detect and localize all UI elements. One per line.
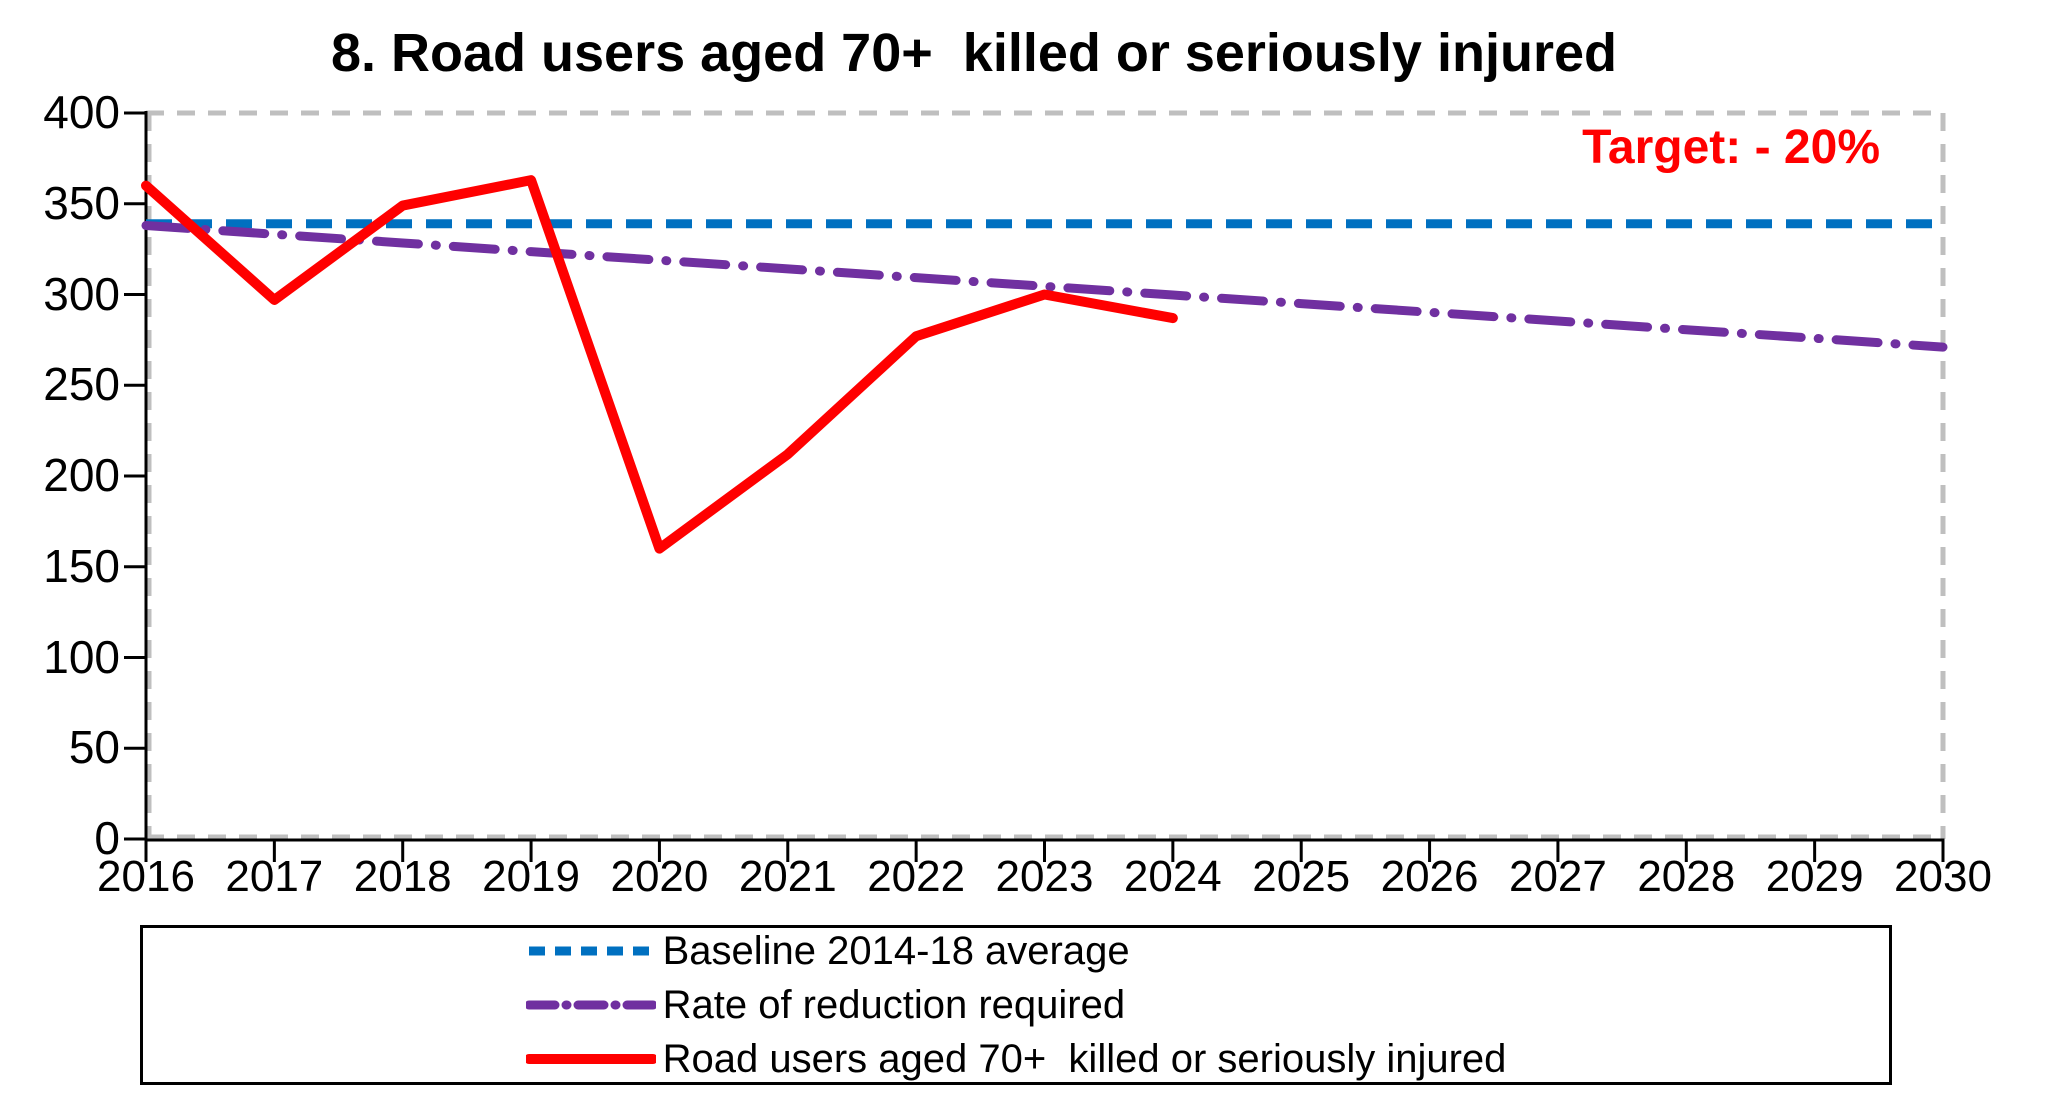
x-tick-label: 2025 bbox=[1252, 852, 1351, 901]
legend-item-baseline: Baseline 2014-18 average bbox=[526, 928, 1507, 974]
legend-label-baseline: Baseline 2014-18 average bbox=[662, 929, 1130, 973]
series-line-1 bbox=[141, 221, 1948, 352]
y-tick-label: 250 bbox=[43, 358, 120, 411]
y-tick-label: 300 bbox=[43, 267, 120, 320]
y-tick-label: 100 bbox=[43, 630, 120, 683]
reduction-line-swatch-icon bbox=[525, 1000, 656, 1010]
baseline-line-swatch-icon bbox=[528, 946, 653, 956]
x-tick-label: 2017 bbox=[225, 852, 324, 901]
legend-label-reduction: Rate of reduction required bbox=[662, 983, 1126, 1027]
x-tick-label: 2030 bbox=[1894, 852, 1992, 901]
x-tick-label: 2029 bbox=[1765, 852, 1864, 901]
legend-item-actual: Road users aged 70+ killed or seriously … bbox=[525, 1036, 1507, 1082]
legend-label-actual: Road users aged 70+ killed or seriously … bbox=[662, 1037, 1507, 1081]
y-tick-label: 400 bbox=[43, 85, 120, 138]
legend-item-reduction: Rate of reduction required bbox=[525, 982, 1507, 1028]
y-tick-label: 350 bbox=[43, 176, 120, 229]
target-annotation: Target: - 20% bbox=[1582, 121, 1880, 174]
legend-rows: Baseline 2014-18 average Rate of reducti… bbox=[525, 928, 1507, 1082]
x-tick-label: 2020 bbox=[610, 852, 709, 901]
y-tick-label: 200 bbox=[43, 448, 120, 501]
x-tick-label: 2021 bbox=[738, 852, 837, 901]
x-tick-label: 2018 bbox=[353, 852, 452, 901]
y-tick-label: 0 bbox=[94, 811, 120, 864]
x-tick-label: 2016 bbox=[97, 852, 195, 901]
y-tick-label: 150 bbox=[43, 539, 120, 592]
legend: Baseline 2014-18 average Rate of reducti… bbox=[140, 925, 1892, 1085]
x-tick-label: 2023 bbox=[995, 852, 1094, 901]
actual-line-swatch-icon bbox=[525, 1054, 656, 1064]
x-tick-label: 2028 bbox=[1637, 852, 1736, 901]
y-tick-label: 50 bbox=[68, 721, 120, 774]
x-tick-label: 2027 bbox=[1508, 852, 1607, 901]
chart-title: 8. Road users aged 70+ killed or serious… bbox=[331, 23, 1617, 83]
x-tick-label: 2019 bbox=[482, 852, 581, 901]
x-tick-label: 2026 bbox=[1380, 852, 1479, 901]
x-tick-label: 2022 bbox=[867, 852, 966, 901]
x-tick-label: 2024 bbox=[1123, 852, 1222, 901]
series-line-2 bbox=[141, 175, 1178, 554]
